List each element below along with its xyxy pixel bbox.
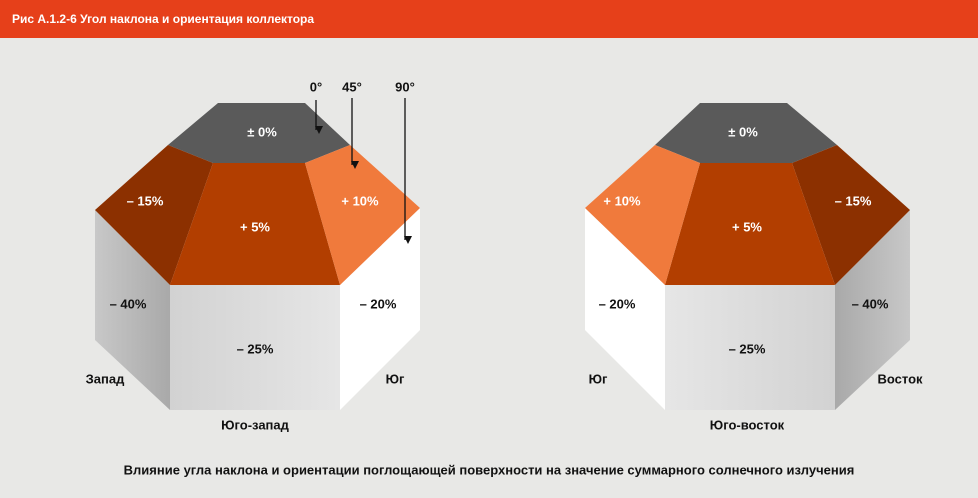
angle-label: 0°: [310, 79, 322, 94]
face-label: – 15%: [835, 193, 872, 208]
face-label: – 25%: [729, 341, 766, 356]
angle-arrows: [315, 98, 412, 244]
face-label: + 10%: [341, 193, 379, 208]
face-label: – 20%: [599, 296, 636, 311]
left-polyhedron: [95, 103, 420, 410]
header-bar: [0, 0, 978, 38]
face-label: + 10%: [603, 193, 641, 208]
face-label: ± 0%: [247, 124, 277, 139]
face-label: – 40%: [110, 296, 147, 311]
direction-label: Запад: [86, 371, 125, 386]
direction-label: Юг: [589, 371, 608, 386]
angle-label: 45°: [342, 79, 362, 94]
face-label: + 5%: [732, 219, 762, 234]
face-label: – 20%: [360, 296, 397, 311]
face-label: + 5%: [240, 219, 270, 234]
face-label: – 25%: [237, 341, 274, 356]
face-label: – 40%: [852, 296, 889, 311]
angle-label: 90°: [395, 79, 415, 94]
face-label: ± 0%: [728, 124, 758, 139]
direction-label: Юго-восток: [710, 417, 785, 432]
direction-label: Юго-запад: [221, 417, 290, 432]
right-polyhedron: [585, 103, 910, 410]
direction-label: Юг: [386, 371, 405, 386]
direction-label: Восток: [877, 371, 923, 386]
caption: Влияние угла наклона и ориентации поглощ…: [124, 462, 855, 477]
face-label: – 15%: [127, 193, 164, 208]
header-title: Рис А.1.2-6 Угол наклона и ориентация ко…: [12, 12, 314, 26]
